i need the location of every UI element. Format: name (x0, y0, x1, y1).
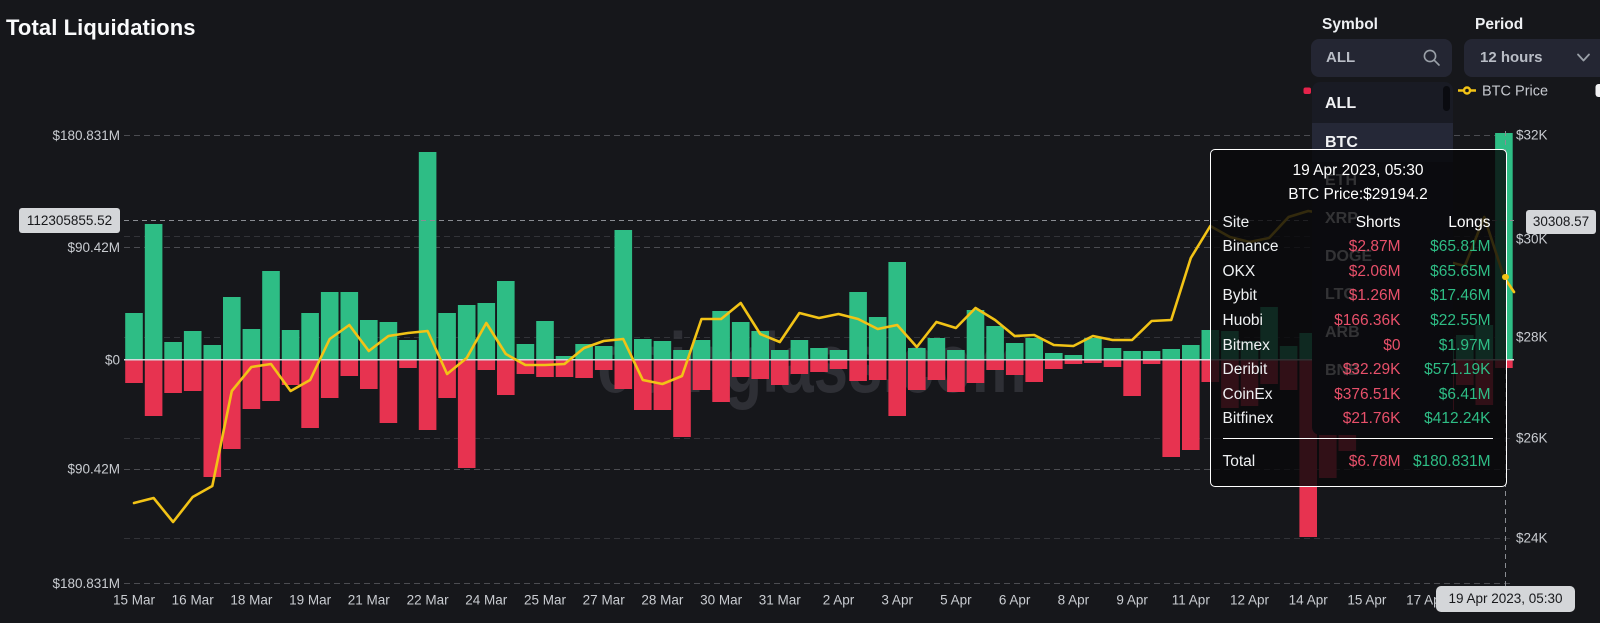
svg-text:$32K: $32K (1516, 128, 1548, 143)
svg-text:28 Mar: 28 Mar (641, 593, 684, 608)
svg-text:5 Apr: 5 Apr (940, 593, 972, 608)
svg-text:3 Apr: 3 Apr (881, 593, 913, 608)
svg-text:8 Apr: 8 Apr (1058, 593, 1090, 608)
svg-text:12 Apr: 12 Apr (1230, 593, 1270, 608)
svg-text:$90.42M: $90.42M (67, 462, 120, 477)
svg-text:2 Apr: 2 Apr (823, 593, 855, 608)
svg-text:18 Mar: 18 Mar (230, 593, 273, 608)
svg-text:21 Mar: 21 Mar (348, 593, 391, 608)
svg-text:$28K: $28K (1516, 330, 1548, 345)
svg-text:$24K: $24K (1516, 531, 1548, 546)
svg-text:$180.831M: $180.831M (52, 576, 120, 591)
svg-text:15 Mar: 15 Mar (113, 593, 156, 608)
svg-text:31 Mar: 31 Mar (759, 593, 802, 608)
svg-text:22 Mar: 22 Mar (407, 593, 450, 608)
svg-text:$26K: $26K (1516, 431, 1548, 446)
svg-text:30 Mar: 30 Mar (700, 593, 743, 608)
svg-text:15 Apr: 15 Apr (1347, 593, 1387, 608)
svg-text:27 Mar: 27 Mar (583, 593, 626, 608)
svg-text:$30K: $30K (1516, 232, 1548, 247)
svg-text:$0: $0 (105, 352, 120, 367)
svg-text:17 Apr: 17 Apr (1406, 593, 1446, 608)
svg-text:9 Apr: 9 Apr (1116, 593, 1148, 608)
svg-text:BTC Price: BTC Price (1482, 84, 1548, 100)
svg-text:24 Mar: 24 Mar (465, 593, 508, 608)
svg-text:6 Apr: 6 Apr (999, 593, 1031, 608)
svg-text:$90.42M: $90.42M (67, 240, 120, 255)
svg-text:19 Mar: 19 Mar (289, 593, 332, 608)
svg-text:14 Apr: 14 Apr (1289, 593, 1329, 608)
svg-text:16 Mar: 16 Mar (172, 593, 215, 608)
svg-text:25 Mar: 25 Mar (524, 593, 567, 608)
svg-text:$180.831M: $180.831M (52, 128, 120, 143)
svg-text:11 Apr: 11 Apr (1172, 593, 1211, 608)
